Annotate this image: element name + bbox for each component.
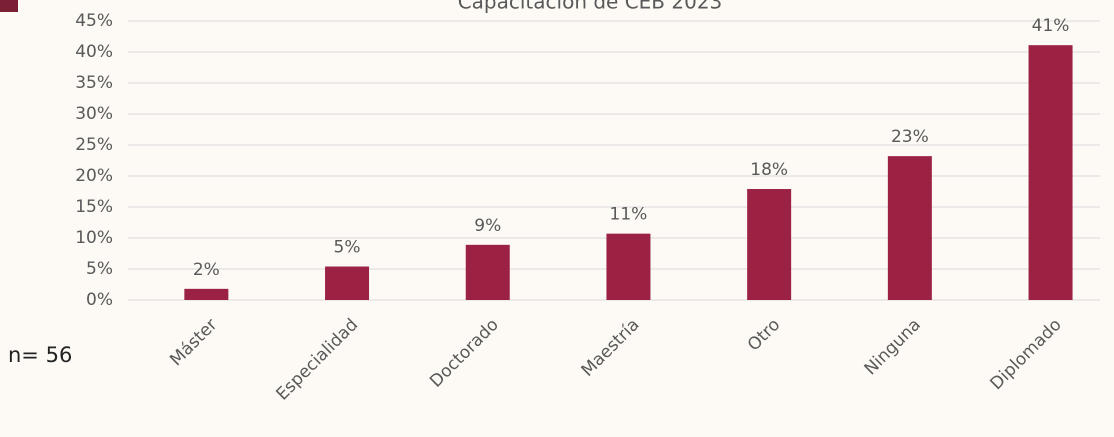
- y-tick-label: 10%: [75, 228, 113, 248]
- data-label: 11%: [610, 205, 648, 225]
- sample-size-note: n= 56: [8, 343, 72, 367]
- bar: [1028, 45, 1073, 301]
- y-tick-label: 25%: [75, 135, 113, 155]
- data-label: 9%: [474, 216, 501, 236]
- bar: [184, 288, 229, 300]
- y-tick-label: 15%: [75, 197, 113, 217]
- chart-title: Capacitación de CEB 2023: [458, 0, 723, 14]
- y-tick-label: 0%: [86, 290, 113, 310]
- bar: [465, 244, 510, 300]
- data-label: 23%: [891, 127, 929, 147]
- bar: [747, 189, 792, 300]
- y-tick-label: 40%: [75, 42, 113, 62]
- y-tick-label: 35%: [75, 73, 113, 93]
- data-label: 5%: [334, 238, 361, 258]
- y-tick-label: 20%: [75, 166, 113, 186]
- y-tick-label: 45%: [75, 11, 113, 31]
- bar: [606, 233, 651, 300]
- corner-accent: [0, 0, 18, 12]
- bar: [325, 266, 370, 300]
- y-tick-label: 5%: [86, 259, 113, 279]
- data-label: 41%: [1032, 16, 1070, 36]
- y-tick-label: 30%: [75, 104, 113, 124]
- data-label: 2%: [193, 260, 220, 280]
- data-label: 18%: [750, 160, 788, 180]
- bar: [887, 156, 932, 300]
